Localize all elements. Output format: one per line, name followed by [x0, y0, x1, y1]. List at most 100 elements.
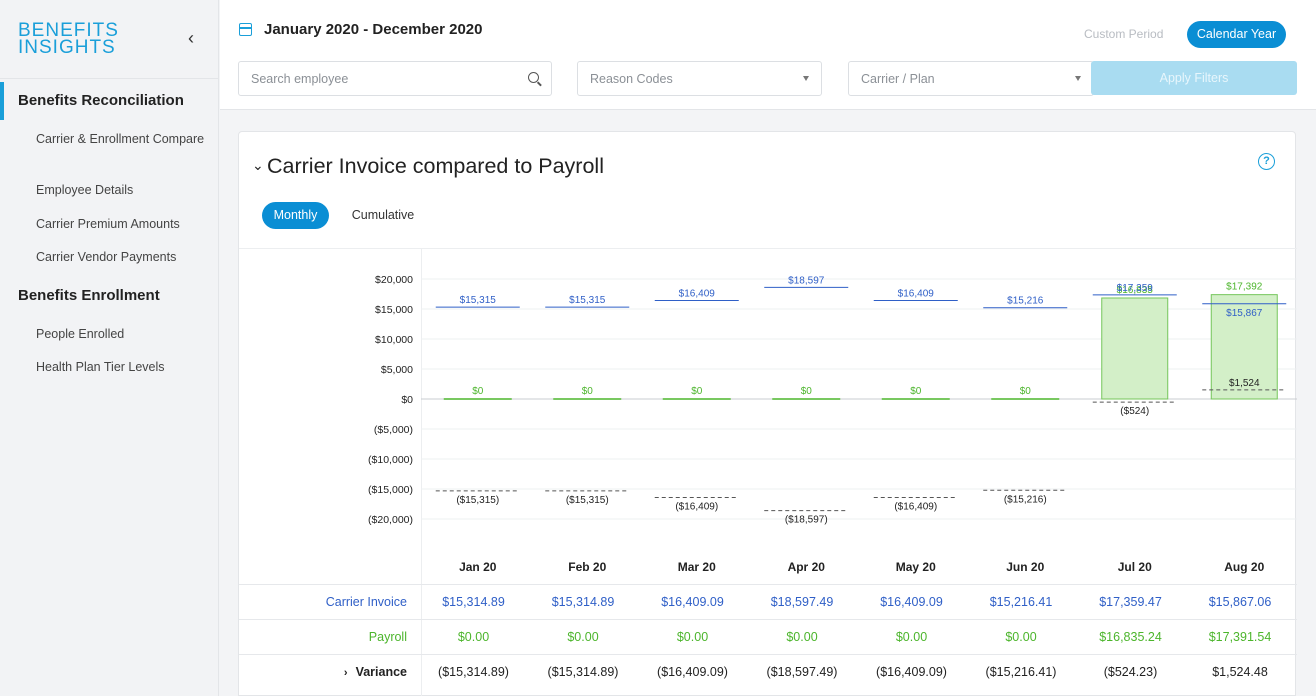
y-tick-label: $10,000 — [375, 334, 413, 346]
help-icon[interactable]: ? — [1258, 153, 1275, 170]
logo-line-2: INSIGHTS — [18, 37, 116, 58]
table-cell: $15,314.89 — [551, 595, 615, 609]
calendar-year-toggle[interactable]: Calendar Year — [1187, 21, 1286, 48]
custom-period-toggle[interactable]: Custom Period — [1084, 27, 1164, 41]
reason-codes-dropdown[interactable]: Reason Codes — [577, 61, 822, 96]
y-tick-label: ($20,000) — [368, 514, 413, 526]
payroll-value-label: $0 — [691, 386, 703, 397]
calendar-icon — [239, 23, 252, 36]
reason-codes-label: Reason Codes — [590, 72, 673, 86]
table-cell: $0.00 — [676, 630, 709, 644]
collapse-sidebar-icon[interactable]: ‹ — [188, 28, 194, 48]
x-category-label: Mar 20 — [678, 560, 716, 574]
y-tick-label: $0 — [401, 394, 413, 406]
x-category-label: Apr 20 — [788, 560, 826, 574]
payroll-bar — [1101, 297, 1169, 400]
row-label: Payroll — [369, 630, 407, 644]
payroll-value-label: $17,392 — [1226, 282, 1263, 293]
payroll-value-label: $0 — [1020, 386, 1032, 397]
payroll-value-label: $0 — [582, 386, 594, 397]
table-cell: $16,409.09 — [880, 595, 943, 609]
x-category-label: Aug 20 — [1224, 560, 1264, 574]
table-cell: ($15,314.89) — [438, 665, 509, 679]
active-section-indicator — [0, 82, 4, 120]
tab-cumulative[interactable]: Cumulative — [351, 208, 415, 222]
table-cell: $17,359.47 — [1099, 595, 1162, 609]
table-cell: $0.00 — [567, 630, 599, 644]
table-cell: $16,409.09 — [661, 595, 724, 609]
date-range-title: January 2020 - December 2020 — [264, 21, 483, 38]
x-category-label: Jul 20 — [1118, 560, 1152, 574]
chart-label-column-divider — [421, 249, 422, 696]
table-cell: $16,835.24 — [1099, 630, 1162, 644]
row-label-text: Payroll — [368, 630, 407, 644]
collapse-card-chevron-icon[interactable]: ⌄ — [252, 157, 264, 173]
table-cell: ($15,216.41) — [985, 665, 1057, 679]
x-category-label: Feb 20 — [568, 560, 606, 574]
table-cell: $17,391.54 — [1208, 630, 1272, 644]
logo-line-1: BENEFITS — [18, 20, 119, 41]
carrier-invoice-value-label: $18,597 — [788, 275, 825, 286]
table-cell: $0.00 — [786, 630, 818, 644]
table-cell: $15,867.06 — [1208, 595, 1272, 609]
variance-value-label: $1,524 — [1229, 378, 1260, 389]
y-tick-label: ($5,000) — [374, 424, 413, 436]
y-tick-label: $15,000 — [375, 304, 413, 316]
chevron-right-icon[interactable]: › — [343, 667, 348, 679]
table-row: Carrier Invoice $15,314.89 $15,314.89 $16,4… — [239, 584, 1297, 619]
sidebar-item-employee-details[interactable]: Employee Details — [36, 183, 134, 197]
sidebar-item-carrier-enrollment-compare[interactable]: Carrier & Enrollment Compare — [36, 132, 205, 146]
chevron-down-icon — [1075, 76, 1081, 81]
carrier-plan-dropdown[interactable]: Carrier / Plan — [848, 61, 1094, 96]
variance-value-label: ($16,409) — [675, 501, 718, 512]
carrier-invoice-value-label: $17,359 — [1117, 283, 1154, 294]
sidebar-item-people-enrolled[interactable]: People Enrolled — [36, 327, 125, 341]
carrier-invoice-value-label: $16,409 — [679, 289, 716, 300]
sidebar-item-health-plan-tier-levels[interactable]: Health Plan Tier Levels — [36, 360, 165, 374]
carrier-invoice-value-label: $15,315 — [460, 295, 497, 306]
carrier-invoice-value-label: $15,315 — [569, 295, 606, 306]
tab-monthly[interactable]: Monthly — [262, 202, 329, 229]
table-cell: $0.00 — [457, 630, 490, 644]
table-cell: $1,524.48 — [1212, 665, 1268, 679]
table-row[interactable]: › Variance ($15,314.89) ($15,314.89) ($16,40… — [239, 654, 1297, 689]
payroll-value-label: $0 — [801, 386, 813, 397]
variance-value-label: ($15,315) — [566, 495, 609, 506]
table-cell: $18,597.49 — [770, 595, 834, 609]
sidebar-section-benefits-enrollment[interactable]: Benefits Enrollment — [18, 287, 160, 304]
app-logo[interactable]: BENEFITS INSIGHTS — [18, 20, 119, 58]
x-category-label: May 20 — [896, 560, 936, 574]
sidebar-section-benefits-reconciliation[interactable]: Benefits Reconciliation — [18, 92, 184, 109]
y-tick-label: $20,000 — [375, 274, 413, 286]
variance-value-label: ($15,315) — [456, 495, 499, 506]
table-row: Payroll $0.00 $0.00 $0.00 $0.00 $0.00 $0.00 $16… — [239, 619, 1297, 654]
apply-filters-button[interactable]: Apply Filters — [1091, 61, 1297, 95]
chevron-down-icon — [803, 76, 809, 81]
search-icon[interactable] — [528, 72, 539, 83]
search-employee-field[interactable] — [238, 61, 552, 96]
sidebar-item-carrier-premium-amounts[interactable]: Carrier Premium Amounts — [36, 217, 180, 231]
table-cell: ($15,314.89) — [547, 665, 619, 679]
card-title: Carrier Invoice compared to Payroll — [267, 154, 604, 178]
payroll-value-label: $0 — [472, 386, 484, 397]
row-label-text: Carrier Invoice — [325, 595, 407, 609]
variance-value-label: ($18,597) — [785, 515, 828, 526]
table-cell: ($18,597.49) — [766, 665, 838, 679]
invoice-payroll-chart: $20,000 $15,000 $10,000 $5,000 $0 ($5,000) ($1… — [368, 274, 1297, 574]
row-label[interactable]: › Variance — [344, 665, 407, 679]
payroll-value-label: $16,835 — [1117, 285, 1154, 296]
payroll-value-label: $0 — [910, 386, 922, 397]
row-label-text: Variance — [355, 665, 407, 679]
y-tick-label: $5,000 — [381, 364, 413, 376]
table-cell: ($16,409.09) — [657, 665, 728, 679]
table-cell: ($16,409.09) — [876, 665, 947, 679]
x-category-label: Jun 20 — [1006, 560, 1044, 574]
search-input[interactable] — [239, 62, 551, 95]
payroll-bar — [1210, 294, 1278, 400]
sidebar-item-carrier-vendor-payments[interactable]: Carrier Vendor Payments — [36, 250, 177, 264]
y-tick-label: ($10,000) — [368, 454, 413, 466]
variance-value-label: ($15,216) — [1004, 494, 1047, 505]
variance-value-label: ($16,409) — [894, 501, 937, 512]
carrier-invoice-value-label: $16,409 — [898, 289, 935, 300]
sidebar-divider — [0, 78, 219, 79]
